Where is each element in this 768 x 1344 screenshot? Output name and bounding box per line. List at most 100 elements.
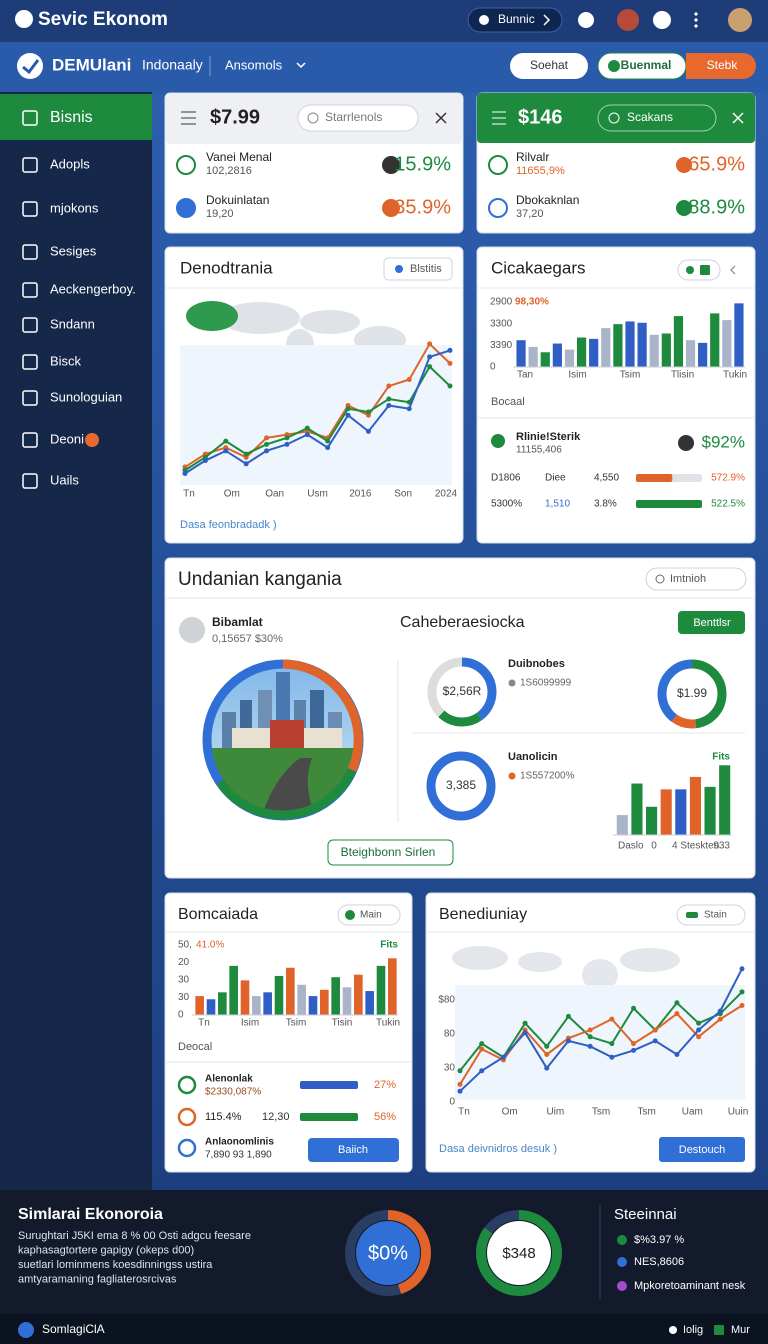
bar	[616, 815, 628, 835]
bar	[354, 974, 363, 1015]
line-series	[459, 991, 743, 1072]
row-icon	[382, 199, 400, 217]
button-label[interactable]: Baiich	[338, 1144, 368, 1156]
button-label[interactable]: Bteighbonn Sirlen	[341, 845, 436, 859]
pill[interactable]	[597, 104, 717, 132]
menu-dot	[694, 18, 698, 22]
bar	[195, 996, 204, 1015]
card-title: Cicakaegars	[491, 258, 586, 277]
footer-text: kaphasagtortere gapigy (okeps d00)	[18, 1244, 194, 1256]
button[interactable]	[383, 257, 453, 281]
button-label[interactable]: Main	[360, 910, 382, 921]
pill-label[interactable]: Bunnic	[498, 12, 535, 26]
sidebar-item[interactable]: Bisnis	[50, 109, 93, 126]
icon	[479, 15, 489, 25]
sidebar-item[interactable]: Bisck	[50, 353, 82, 368]
button[interactable]	[659, 1137, 745, 1162]
bar	[722, 320, 732, 367]
button-label[interactable]: Destouch	[679, 1144, 725, 1156]
pill[interactable]	[467, 7, 563, 33]
avatar	[179, 617, 205, 643]
bar	[331, 977, 340, 1015]
icon	[508, 772, 516, 780]
sidebar-item[interactable]: Sesiges	[50, 243, 97, 258]
button-label[interactable]: Benttlsr	[693, 617, 731, 629]
point	[223, 448, 229, 454]
button[interactable]	[677, 259, 721, 281]
active-item	[0, 94, 152, 140]
sidebar-item[interactable]: Deoni	[50, 431, 84, 446]
sidebar-item[interactable]: mjokons	[50, 200, 99, 215]
pill[interactable]	[510, 53, 588, 79]
search[interactable]: Starrlenols	[325, 110, 382, 124]
button[interactable]	[308, 1138, 399, 1162]
sidebar-item[interactable]: Sndann	[50, 316, 95, 331]
footer-link[interactable]: Iolig	[683, 1324, 703, 1336]
nav-link[interactable]: Ansomols	[225, 57, 283, 72]
point	[652, 1027, 658, 1033]
row-icon	[382, 156, 400, 174]
list-icon	[617, 1281, 627, 1291]
sidebar-item[interactable]: Aeckengerboy.	[50, 281, 136, 296]
card-title: Denodtrania	[180, 258, 273, 277]
button[interactable]	[676, 904, 746, 926]
point	[652, 1038, 658, 1044]
chevron	[543, 14, 551, 26]
search[interactable]: Soehat	[530, 58, 569, 72]
axis-label: 0	[490, 362, 496, 373]
button-label[interactable]: Blstitis	[410, 263, 442, 275]
x-label: Tn	[183, 489, 195, 500]
button[interactable]	[337, 904, 401, 926]
x-label: 933	[713, 841, 730, 852]
bar	[552, 343, 562, 367]
profile-detail: 0,15657 $30%	[212, 633, 283, 645]
pill[interactable]	[297, 104, 419, 132]
top-bar	[0, 0, 768, 42]
sidebar-item[interactable]: Uails	[50, 472, 79, 487]
bar	[589, 338, 599, 367]
pill[interactable]	[645, 567, 747, 591]
button-label[interactable]: Stebk	[707, 58, 739, 72]
note: Dasa deivnidros desuk )	[439, 1143, 557, 1155]
section-label: Bocaal	[491, 396, 525, 408]
logo	[18, 1322, 34, 1338]
point	[406, 406, 412, 412]
row-label: Dokuinlatan	[206, 193, 269, 207]
row-label: 115.4%	[205, 1111, 242, 1123]
bar	[274, 975, 284, 1015]
point	[739, 966, 745, 972]
nav-link[interactable]: Indonaaly	[142, 57, 203, 73]
bar	[528, 346, 538, 367]
button[interactable]	[327, 839, 454, 866]
list-title: Steeinnai	[614, 1206, 677, 1223]
row-detail: 37,20	[516, 208, 544, 220]
point	[479, 1041, 485, 1047]
badge: 98,30%	[515, 297, 549, 308]
point	[457, 1068, 463, 1074]
map-shape	[518, 952, 562, 972]
row-value: $92%	[702, 432, 745, 451]
button-label[interactable]: Stain	[704, 910, 727, 921]
line-series	[184, 364, 451, 472]
bar	[673, 316, 684, 367]
footer-link[interactable]: Mur	[731, 1324, 750, 1336]
search[interactable]: Scakans	[627, 110, 673, 124]
button[interactable]	[678, 611, 745, 634]
button-label[interactable]: Buenmal	[621, 58, 672, 72]
sidebar-item[interactable]: Sunologuian	[50, 389, 122, 404]
row-value: 572.9%	[711, 473, 745, 484]
row-value: 35.9%	[394, 196, 451, 218]
cell: 1,510	[545, 499, 570, 510]
nav-icon	[22, 244, 38, 260]
bar	[601, 328, 611, 367]
row-detail: $2330,087%	[205, 1087, 261, 1098]
x-label: Om	[224, 489, 240, 500]
point	[284, 435, 290, 441]
sidebar-item[interactable]: Adopls	[50, 156, 90, 171]
row-icon	[488, 155, 508, 175]
axis-label: 0	[449, 1097, 455, 1108]
bar	[365, 991, 374, 1015]
search[interactable]: Imtnioh	[670, 573, 706, 585]
card-title: Undanian kangania	[178, 569, 342, 590]
